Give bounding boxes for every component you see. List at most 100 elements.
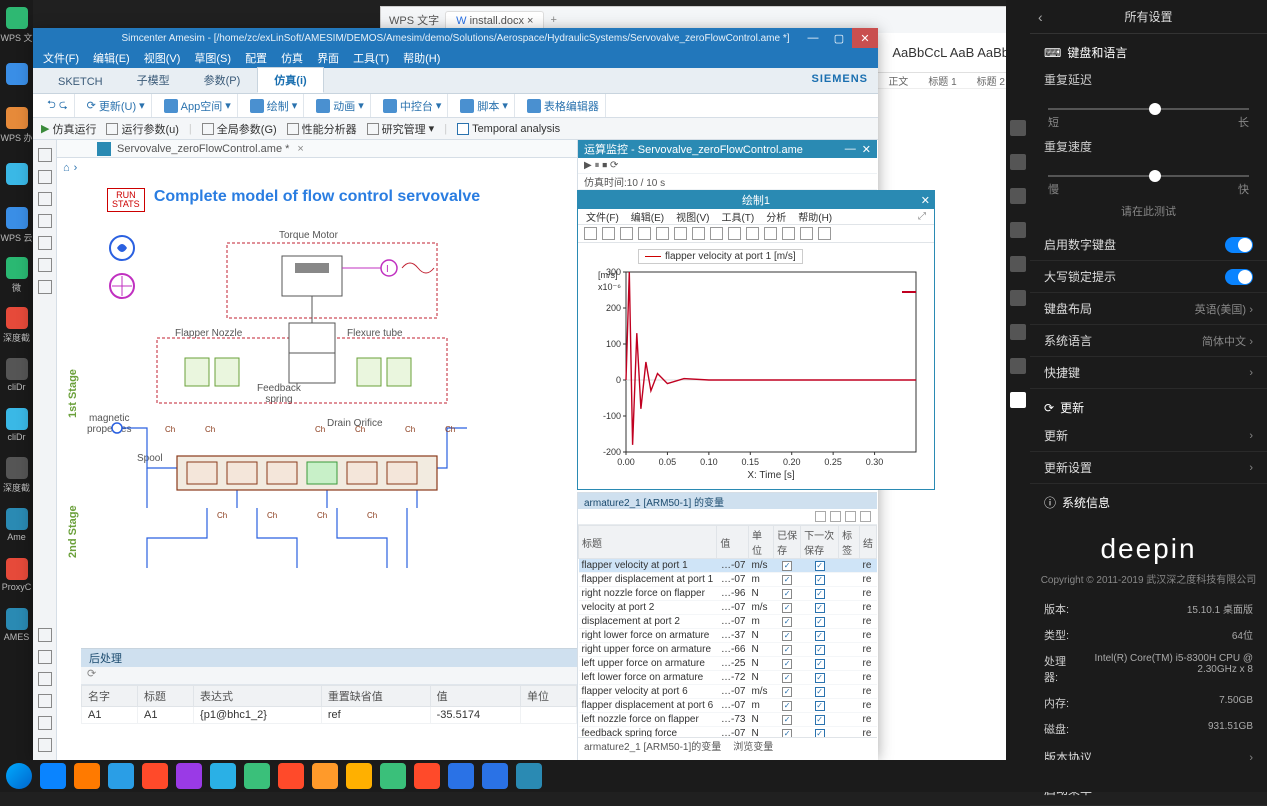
desktop-icon[interactable]: ProxyC	[0, 550, 33, 600]
table-row[interactable]: left lower force on armature…-72Nre	[579, 671, 877, 685]
wps-new-tab[interactable]: +	[550, 14, 556, 26]
desktop-icon[interactable]: WPS 办	[0, 100, 33, 150]
kbd-layout-row[interactable]: 键盘布局英语(美国) ›	[1030, 293, 1267, 325]
menu-view[interactable]: 视图(V)	[144, 50, 181, 66]
vp-tool[interactable]	[830, 511, 841, 522]
plot-window[interactable]: 绘制1 ✕ 文件(F) 编辑(E) 视图(V) 工具(T) 分析 帮助(H) ⤢	[577, 190, 935, 490]
dock-app-icon[interactable]	[278, 763, 304, 789]
plot-menu-help[interactable]: 帮助(H)	[798, 209, 832, 224]
desktop-icon[interactable]: Ame	[0, 500, 33, 550]
plot-tool[interactable]	[818, 227, 831, 240]
tool-c[interactable]	[38, 672, 52, 686]
btn-run[interactable]: ▶仿真运行	[41, 121, 96, 137]
plot-tool[interactable]	[782, 227, 795, 240]
tool-line[interactable]	[38, 214, 52, 228]
plot-menu-analyze[interactable]: 分析	[766, 209, 786, 224]
tool-measure[interactable]	[38, 280, 52, 294]
plot-tool[interactable]	[656, 227, 669, 240]
plot-close-icon[interactable]: ✕	[921, 194, 930, 207]
runmon-controls[interactable]: ▶ ⏸ ⏹ ⟳	[578, 158, 877, 174]
ribbon-update[interactable]: ⟳更新(U)▾	[81, 94, 152, 117]
category-icon[interactable]	[1010, 358, 1026, 374]
breadcrumb[interactable]: ⌂ ›	[63, 162, 77, 174]
dock-app-icon[interactable]	[108, 763, 134, 789]
category-icon[interactable]	[1010, 188, 1026, 204]
update-row[interactable]: 更新›	[1030, 420, 1267, 452]
menu-config[interactable]: 配置	[245, 50, 267, 66]
menu-interface[interactable]: 界面	[317, 50, 339, 66]
plot-tool[interactable]	[728, 227, 741, 240]
panel-min-icon[interactable]: —	[845, 143, 856, 156]
tool-b[interactable]	[38, 650, 52, 664]
style-name[interactable]: 标题 1	[928, 73, 956, 88]
vp-tool[interactable]	[815, 511, 826, 522]
vp-tool[interactable]	[845, 511, 856, 522]
update-settings-row[interactable]: 更新设置›	[1030, 452, 1267, 484]
dock-app-icon[interactable]	[40, 763, 66, 789]
ribbon-script[interactable]: 脚本▾	[454, 94, 515, 117]
launcher-icon[interactable]	[6, 763, 32, 789]
variable-table[interactable]: 标题 值 单位 已保存 下一次保存 标签 结 flapper velocity …	[578, 525, 877, 737]
style-name[interactable]: 正文	[888, 73, 908, 88]
ribbon-dashboard[interactable]: 中控台▾	[377, 94, 449, 117]
table-row[interactable]: right nozzle force on flapper…-96Nre	[579, 587, 877, 601]
plot-tool[interactable]	[746, 227, 759, 240]
dock-app-icon[interactable]	[414, 763, 440, 789]
tool-text[interactable]	[38, 192, 52, 206]
desktop-icon[interactable]: WPS 文	[0, 0, 33, 50]
numpad-toggle-row[interactable]: 启用数字键盘	[1030, 229, 1267, 261]
panel-close-icon[interactable]: ✕	[862, 143, 871, 156]
tool-a[interactable]	[38, 628, 52, 642]
plot-tool[interactable]	[710, 227, 723, 240]
close-tab-icon[interactable]: ×	[297, 143, 303, 155]
minimize-button[interactable]: —	[800, 28, 826, 48]
desktop-icon[interactable]: 微	[0, 250, 33, 300]
table-row[interactable]: displacement at port 2…-07mre	[579, 615, 877, 629]
postproc-header[interactable]: 后处理	[81, 649, 577, 667]
menu-sketch[interactable]: 草图(S)	[194, 50, 231, 66]
dock-app-icon[interactable]	[380, 763, 406, 789]
tool-d[interactable]	[38, 694, 52, 708]
document-tab[interactable]: Servovalve_zeroFlowControl.ame * ×	[57, 140, 577, 158]
tool-pointer[interactable]	[38, 148, 52, 162]
plot-tool[interactable]	[800, 227, 813, 240]
ribbon-nav[interactable]: ⮌⮎	[41, 94, 75, 117]
dock-app-icon[interactable]	[482, 763, 508, 789]
postproc-table[interactable]: 名字标题 表达式重置缺省值 值单位 A1A1 {p1@bhc1_2}ref -3…	[81, 685, 577, 724]
ribbon-appspace[interactable]: App空间▾	[158, 94, 238, 117]
desktop-icon[interactable]: cliDr	[0, 350, 33, 400]
menu-sim[interactable]: 仿真	[281, 50, 303, 66]
desktop-icon[interactable]	[0, 50, 33, 100]
btn-temporal[interactable]: Temporal analysis	[457, 123, 560, 135]
table-row[interactable]: flapper velocity at port 6…-07m/sre	[579, 685, 877, 699]
btn-study[interactable]: 研究管理▾	[367, 121, 435, 137]
btn-runparams[interactable]: 运行参数(u)	[106, 121, 178, 137]
plot-tool[interactable]	[764, 227, 777, 240]
category-icon-selected[interactable]	[1010, 392, 1026, 408]
table-row[interactable]: flapper displacement at port 1…-07mre	[579, 573, 877, 587]
plot-tool[interactable]	[674, 227, 687, 240]
plot-popout-icon[interactable]: ⤢	[918, 211, 926, 222]
table-row[interactable]: flapper velocity at port 1…-07m/sre	[579, 559, 877, 573]
plot-tool[interactable]	[638, 227, 651, 240]
style-name[interactable]: 标题 2	[977, 73, 1005, 88]
dock-app-icon[interactable]	[346, 763, 372, 789]
tab-sim[interactable]: 仿真(i)	[257, 67, 323, 93]
table-row[interactable]: feedback spring force…-07Nre	[579, 727, 877, 738]
dock-app-icon[interactable]	[142, 763, 168, 789]
table-row[interactable]: velocity at port 2…-07m/sre	[579, 601, 877, 615]
close-button[interactable]: ✕	[852, 28, 878, 48]
btn-globalparams[interactable]: 全局参数(G)	[202, 121, 277, 137]
dock-app-icon[interactable]	[448, 763, 474, 789]
dock-app-icon[interactable]	[312, 763, 338, 789]
plot-tool[interactable]	[620, 227, 633, 240]
diagram-canvas[interactable]: RUN STATS Complete model of flow control…	[57, 178, 577, 648]
ribbon-anim[interactable]: 动画▾	[310, 94, 371, 117]
tool-ellipse[interactable]	[38, 258, 52, 272]
category-icon[interactable]	[1010, 290, 1026, 306]
repeat-delay-slider[interactable]: 短长	[1030, 94, 1267, 132]
ribbon-plot[interactable]: 绘制▾	[244, 94, 305, 117]
plot-menu-edit[interactable]: 编辑(E)	[631, 209, 664, 224]
dock-app-icon[interactable]	[74, 763, 100, 789]
btn-perf[interactable]: 性能分析器	[287, 121, 357, 137]
